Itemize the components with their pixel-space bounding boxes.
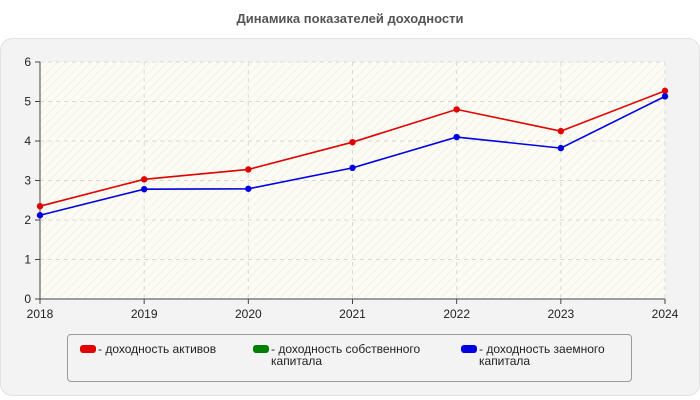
y-tick-label: 4: [24, 134, 31, 148]
chart-title: Динамика показателей доходности: [236, 11, 464, 26]
data-point-2: [349, 164, 356, 172]
data-point-0: [453, 106, 460, 113]
x-tick-label: 2020: [235, 307, 262, 321]
y-tick-label: 1: [24, 253, 31, 267]
legend: - доходность активов - доходность собств…: [67, 334, 632, 382]
data-point-0: [140, 176, 148, 183]
data-point-0: [661, 87, 669, 95]
x-tick-label: 2023: [547, 307, 574, 321]
y-tick-label: 0: [24, 292, 31, 306]
legend-item-assets: - доходность активов: [80, 343, 250, 355]
data-point-0: [245, 166, 252, 173]
series-lines: [36, 87, 669, 219]
legend-swatch-debt: [461, 345, 477, 353]
x-tick-label: 2019: [131, 307, 158, 321]
legend-label-equity: - доходность собственного капитала: [271, 342, 421, 368]
data-point-2: [36, 212, 44, 219]
x-tick-label: 2021: [339, 307, 366, 321]
legend-label-debt: - доходность заемного капитала: [479, 342, 605, 368]
data-point-0: [557, 127, 565, 135]
data-point-2: [661, 93, 669, 100]
y-tick-label: 5: [24, 95, 31, 109]
legend-swatch-equity: [253, 345, 269, 353]
axes: 0 1 2 3 4 5 6 2018 2019 2020 2021 2022 2023 2024: [24, 55, 678, 321]
data-point-2: [245, 185, 252, 192]
legend-item-debt: - доходность заемного капитала: [461, 343, 626, 367]
legend-label-assets: - доходность активов: [98, 342, 217, 356]
y-tick-label: 6: [24, 55, 31, 69]
data-point-2: [557, 144, 565, 152]
legend-item-equity: - доходность собственного капитала: [253, 343, 443, 367]
data-point-2: [140, 185, 148, 193]
data-point-0: [349, 138, 356, 146]
data-point-2: [453, 133, 460, 141]
x-tick-label: 2022: [443, 307, 470, 321]
y-tick-label: 2: [24, 213, 31, 227]
x-tick-label: 2024: [652, 307, 679, 321]
x-tick-label: 2018: [27, 307, 54, 321]
data-point-0: [36, 202, 44, 210]
legend-swatch-assets: [80, 345, 96, 353]
y-tick-label: 3: [24, 174, 31, 188]
